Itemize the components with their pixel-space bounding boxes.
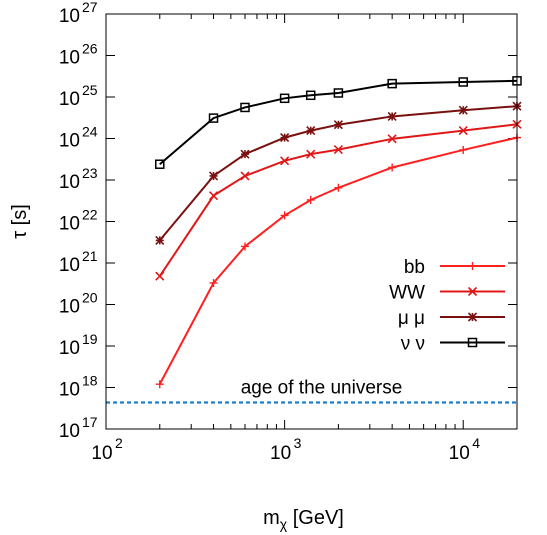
y-axis-label: τ [s] [9, 204, 31, 239]
y-tick-exponent: 24 [82, 124, 98, 140]
data-point [280, 156, 290, 166]
data-point [209, 278, 218, 287]
data-point [306, 149, 316, 159]
ticks-layer [105, 13, 518, 430]
y-tick-label: 10 [59, 297, 80, 318]
y-tick-label: 10 [59, 255, 80, 276]
data-point [458, 105, 468, 115]
data-point [333, 120, 343, 130]
annotation-label: age of the universe [241, 378, 403, 399]
x-axis-label: mχ [GeV] [263, 507, 344, 532]
legend-label: μ μ [398, 308, 425, 329]
data-point [240, 171, 250, 181]
data-point [280, 133, 290, 143]
y-tick-exponent: 22 [82, 207, 98, 223]
y-tick-label: 10 [59, 421, 80, 442]
y-tick-label: 10 [59, 131, 80, 152]
data-point [240, 242, 249, 251]
x-tick-label: 10 [270, 443, 291, 464]
data-point [467, 286, 478, 297]
plot-frame [105, 13, 518, 430]
data-point [155, 159, 165, 169]
y-tick-label: 10 [59, 172, 80, 193]
data-point [333, 88, 344, 98]
y-tick-exponent: 17 [82, 414, 98, 430]
series-layer [155, 76, 522, 389]
data-point [240, 149, 250, 159]
series-star [155, 101, 522, 245]
y-tick-label: 10 [59, 214, 80, 235]
y-tick-exponent: 20 [82, 290, 98, 306]
x-tick-exponent: 2 [115, 435, 123, 451]
data-point [208, 191, 219, 201]
y-tick-exponent: 21 [82, 248, 98, 264]
x-tick-label: 10 [449, 443, 470, 464]
y-tick-label: 10 [59, 48, 80, 69]
legend-label: WW [389, 283, 425, 304]
legend-label: bb [404, 257, 425, 278]
data-point [279, 93, 290, 104]
y-tick-exponent: 26 [82, 41, 98, 57]
data-point [208, 171, 219, 181]
series-square [155, 76, 522, 169]
data-point [388, 163, 397, 172]
data-point [468, 262, 477, 270]
y-tick-exponent: 27 [82, 0, 98, 15]
data-point [467, 337, 478, 348]
data-point [459, 145, 468, 154]
data-point [240, 102, 250, 113]
x-tick-exponent: 4 [472, 435, 480, 451]
data-point [306, 195, 315, 204]
data-point [387, 111, 397, 122]
data-point [208, 113, 219, 123]
data-point [387, 134, 397, 144]
y-tick-label: 10 [59, 338, 80, 359]
y-tick-label: 10 [59, 380, 80, 401]
data-point [333, 145, 343, 155]
y-tick-exponent: 19 [82, 331, 98, 347]
data-point [155, 235, 165, 245]
annotation-layer: age of the universe [106, 378, 517, 404]
data-point [458, 77, 468, 87]
data-point [305, 90, 316, 101]
data-point [334, 183, 343, 192]
data-point [155, 271, 165, 281]
series-line [159, 79, 518, 165]
series-x [155, 119, 522, 281]
y-tick-label: 10 [59, 89, 80, 110]
data-point [467, 312, 478, 322]
y-tick-exponent: 25 [82, 82, 98, 98]
series-plus [155, 133, 521, 389]
y-tick-exponent: 23 [82, 165, 98, 181]
y-tick-label: 10 [59, 6, 80, 27]
data-point [280, 211, 289, 220]
data-point [387, 78, 397, 89]
data-point [458, 126, 468, 136]
x-tick-exponent: 3 [294, 435, 302, 451]
data-point [155, 380, 164, 389]
x-tick-label: 10 [91, 443, 112, 464]
legend-label: ν ν [401, 334, 425, 355]
legend: bb WW μ μ ν ν [389, 257, 505, 355]
y-tick-exponent: 18 [82, 373, 98, 389]
data-point [306, 126, 316, 136]
